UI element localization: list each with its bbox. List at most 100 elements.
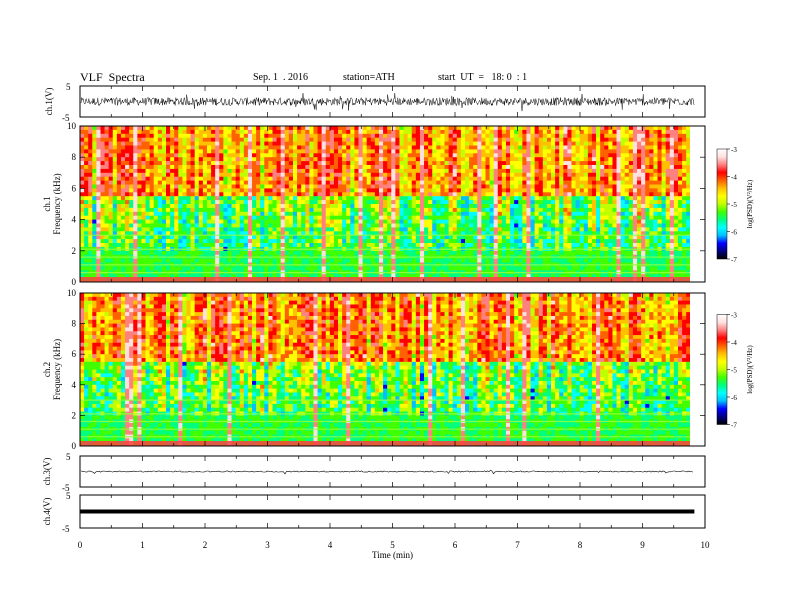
ch1-spectrogram-image: [80, 126, 690, 282]
spectrogram-cell: [190, 227, 195, 232]
spectrogram-cell: [370, 153, 376, 158]
spectrogram-cell: [399, 258, 404, 263]
spectrogram-cell: [383, 204, 388, 209]
spectrogram-cell: [137, 192, 142, 197]
spectrogram-cell: [112, 266, 118, 271]
spectrogram-cell: [374, 161, 380, 166]
spectrogram-cell: [452, 266, 458, 271]
spectrogram-cell: [403, 137, 408, 142]
spectrogram-cell: [563, 274, 568, 279]
spectrogram-cell: [202, 184, 208, 189]
spectrogram-cell: [546, 161, 552, 166]
spectrogram-cell: [174, 219, 179, 224]
spectrogram-cell: [235, 145, 241, 150]
spectrogram-cell: [551, 196, 556, 201]
spectrogram-cell: [194, 207, 200, 213]
spectrogram-cell: [272, 219, 277, 224]
spectrogram-cell: [264, 129, 269, 135]
spectrogram-cell: [419, 266, 425, 271]
spectrogram-cell: [190, 231, 195, 236]
spectrogram-cell: [96, 126, 101, 131]
spectrogram-cell: [477, 172, 482, 177]
spectrogram-cell: [288, 207, 294, 213]
spectrogram-cell: [129, 165, 134, 170]
spectrogram-cell: [510, 207, 515, 213]
spectrogram-cell: [379, 250, 384, 255]
spectrogram-cell: [419, 250, 425, 255]
spectrogram-cell: [350, 219, 355, 224]
spectrogram-cell: [116, 231, 122, 236]
spectrogram-cell: [317, 235, 322, 240]
spectrogram-cell: [145, 165, 150, 170]
spectrogram-cell: [108, 204, 114, 209]
spectrogram-cell: [80, 129, 85, 135]
spectrogram-cell: [129, 219, 134, 224]
spectrogram-cell: [215, 180, 220, 185]
spectrogram-cell: [497, 219, 503, 224]
spectrogram-cell: [440, 192, 445, 197]
spectrogram-cell: [563, 243, 568, 248]
spectrogram-cell: [338, 219, 343, 224]
spectrogram-cell: [395, 219, 400, 224]
spectrogram-cell: [239, 165, 245, 170]
spectrogram-cell: [379, 266, 384, 271]
spectrogram-cell: [133, 153, 138, 158]
spectrogram-cell: [518, 219, 523, 224]
spectrogram-cell: [125, 266, 130, 271]
spectrogram-cell: [96, 211, 101, 216]
spectrogram-cell: [432, 211, 437, 216]
spectrogram-cell: [530, 200, 535, 205]
spectrogram-cell: [526, 184, 531, 189]
spectrogram-cell: [166, 227, 171, 232]
spectrogram-cell: [358, 165, 363, 170]
spectrogram-cell: [452, 165, 458, 170]
spectrogram-cell: [313, 235, 318, 240]
spectrogram-cell: [325, 165, 331, 170]
spectrogram-cell: [374, 231, 380, 236]
spectrogram-cell: [387, 243, 392, 248]
spectrogram-cell: [104, 200, 109, 205]
spectrogram-cell: [538, 223, 544, 228]
spectrogram-cell: [391, 180, 396, 185]
spectrogram-cell: [387, 180, 392, 185]
spectrogram-cell: [235, 172, 241, 177]
spectrogram-cell: [391, 149, 396, 154]
spectrogram-cell: [116, 161, 122, 166]
spectrogram-cell: [411, 172, 417, 177]
spectrogram-cell: [309, 211, 314, 216]
spectrogram-cell: [178, 243, 183, 248]
spectrogram-cell: [129, 126, 134, 131]
spectrogram-cell: [395, 243, 400, 248]
spectrogram-cell: [166, 250, 171, 255]
spectrogram-cell: [137, 157, 142, 162]
spectrogram-cell: [510, 196, 515, 201]
spectrogram-cell: [309, 266, 314, 271]
spectrogram-cell: [206, 227, 212, 232]
spectrogram-cell: [497, 129, 503, 135]
spectrogram-cell: [526, 235, 531, 240]
spectrogram-cell: [448, 200, 454, 205]
spectrogram-cell: [358, 157, 363, 162]
spectrogram-cell: [333, 207, 339, 213]
spectrogram-cell: [387, 219, 392, 224]
spectrogram-cell: [415, 126, 421, 131]
spectrogram-cell: [497, 141, 503, 146]
spectrogram-cell: [383, 235, 388, 240]
spectrogram-cell: [440, 219, 445, 224]
spectrogram-cell: [215, 207, 220, 213]
spectrogram-cell: [440, 207, 445, 213]
spectrogram-cell: [96, 243, 101, 248]
spectrogram-cell: [125, 215, 130, 220]
spectrogram-cell: [231, 161, 236, 166]
spectrogram-cell: [571, 137, 576, 142]
spectrogram-cell: [247, 211, 253, 216]
spectrogram-cell: [219, 184, 224, 189]
spectrogram-cell: [546, 239, 552, 244]
spectrogram-cell: [510, 137, 515, 142]
spectrogram-cell: [428, 126, 433, 131]
spectrogram-cell: [465, 137, 470, 142]
spectrogram-cell: [346, 274, 351, 279]
spectrogram-cell: [358, 149, 363, 154]
spectrogram-cell: [415, 133, 421, 138]
spectrogram-cell: [182, 168, 187, 174]
